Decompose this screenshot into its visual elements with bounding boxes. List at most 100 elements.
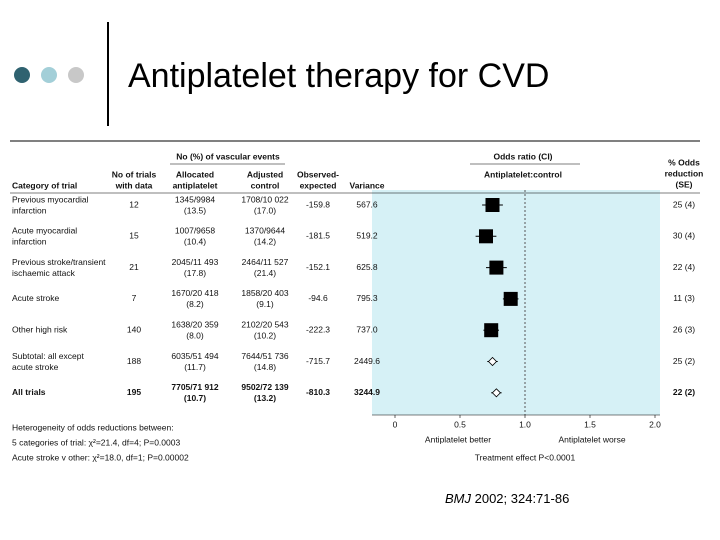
table-cell: -181.5 bbox=[306, 231, 330, 241]
table-cell: 2449.6 bbox=[354, 356, 380, 366]
or-header: Odds ratio (CI) bbox=[493, 151, 552, 161]
table-cell: Previous stroke/transient bbox=[12, 257, 106, 267]
table-cell: (8.0) bbox=[186, 330, 204, 340]
column-header: Category of trial bbox=[12, 180, 77, 190]
table-cell: 12 bbox=[129, 199, 139, 209]
axis-label: Antiplatelet worse bbox=[558, 434, 625, 444]
citation: BMJ 2002; 324:71-86 bbox=[445, 491, 569, 506]
bullet bbox=[41, 67, 57, 83]
table-cell: Previous myocardial bbox=[12, 194, 89, 204]
table-cell: 1007/9658 bbox=[175, 226, 215, 236]
table-cell: 3244.9 bbox=[354, 387, 380, 397]
column-header: antiplatelet bbox=[173, 180, 218, 190]
table-cell: 195 bbox=[127, 387, 141, 397]
table-cell: -715.7 bbox=[306, 356, 330, 366]
table-cell: infarction bbox=[12, 237, 47, 247]
table-cell: 188 bbox=[127, 356, 141, 366]
estimate-box bbox=[489, 260, 504, 275]
table-cell: 140 bbox=[127, 324, 141, 334]
table-cell: -94.6 bbox=[308, 293, 328, 303]
table-cell: 26 (3) bbox=[673, 324, 695, 334]
table-cell: 519.2 bbox=[356, 231, 378, 241]
table-cell: 25 (2) bbox=[673, 356, 695, 366]
estimate-box bbox=[484, 323, 499, 338]
column-header: Adjusted bbox=[247, 169, 283, 179]
table-cell: (14.8) bbox=[254, 362, 276, 372]
x-tick-label: 0 bbox=[393, 419, 398, 429]
column-header: No of trials bbox=[112, 169, 157, 179]
slide-title: Antiplatelet therapy for CVD bbox=[128, 57, 549, 95]
table-cell: ischaemic attack bbox=[12, 268, 76, 278]
table-cell: (13.5) bbox=[184, 205, 206, 215]
column-header: reduction bbox=[665, 168, 704, 178]
table-cell: (10.7) bbox=[184, 393, 206, 403]
footnote: Acute stroke v other: χ²=18.0, df=1; P=0… bbox=[12, 452, 189, 462]
table-cell: 11 (3) bbox=[673, 293, 695, 303]
citation-rest: 2002; 324:71-86 bbox=[471, 491, 569, 506]
table-cell: 30 (4) bbox=[673, 231, 695, 241]
table-cell: (13.2) bbox=[254, 393, 276, 403]
estimate-box bbox=[479, 229, 493, 244]
column-header: (SE) bbox=[676, 179, 693, 189]
table-cell: Other high risk bbox=[12, 324, 68, 334]
x-tick-label: 2.0 bbox=[649, 419, 661, 429]
table-cell: (8.2) bbox=[186, 299, 204, 309]
table-cell: -159.8 bbox=[306, 199, 330, 209]
table-cell: 2464/11 527 bbox=[242, 257, 289, 267]
table-cell: (11.7) bbox=[184, 362, 206, 372]
table-cell: 21 bbox=[129, 262, 139, 272]
estimate-box bbox=[485, 198, 500, 212]
column-header: expected bbox=[300, 180, 337, 190]
table-cell: 737.0 bbox=[356, 324, 378, 334]
table-cell: 795.3 bbox=[356, 293, 378, 303]
table-cell: (17.8) bbox=[184, 268, 206, 278]
table-cell: acute stroke bbox=[12, 362, 59, 372]
table-cell: 1638/20 359 bbox=[171, 319, 219, 329]
table-cell: 7 bbox=[132, 293, 137, 303]
table-cell: (14.2) bbox=[254, 237, 276, 247]
column-header: Allocated bbox=[176, 169, 214, 179]
table-cell: -222.3 bbox=[306, 324, 330, 334]
axis-label: Antiplatelet better bbox=[425, 434, 491, 444]
estimate-box bbox=[503, 291, 518, 306]
table-cell: Acute stroke bbox=[12, 293, 60, 303]
table-cell: Acute myocardial bbox=[12, 226, 77, 236]
estimate-diamond bbox=[491, 388, 501, 398]
table-cell: 15 bbox=[129, 231, 139, 241]
bullet bbox=[68, 67, 84, 83]
forest-plot: No (%) of vascular events Odds ratio (CI)… bbox=[10, 151, 703, 462]
citation-journal: BMJ bbox=[445, 491, 472, 506]
table-cell: (21.4) bbox=[254, 268, 276, 278]
column-header: with data bbox=[115, 180, 153, 190]
column-header: % Odds bbox=[668, 157, 700, 167]
table-cell: 22 (4) bbox=[673, 262, 695, 272]
table-cell: (17.0) bbox=[254, 205, 276, 215]
table-cell: infarction bbox=[12, 205, 47, 215]
table-cell: -810.3 bbox=[306, 387, 330, 397]
table-cell: 1345/9984 bbox=[175, 194, 215, 204]
table-cell: 2102/20 543 bbox=[241, 319, 289, 329]
table-cell: 22 (2) bbox=[673, 387, 695, 397]
table-cell: 1670/20 418 bbox=[171, 288, 219, 298]
table-cell: 2045/11 493 bbox=[172, 257, 219, 267]
table-cell: (10.4) bbox=[184, 237, 206, 247]
estimate-diamond bbox=[487, 356, 498, 367]
table-cell: 567.6 bbox=[356, 199, 378, 209]
table-cell: 625.8 bbox=[356, 262, 378, 272]
table-cell: (10.2) bbox=[254, 330, 276, 340]
table-cell: -152.1 bbox=[306, 262, 330, 272]
table-cell: 1370/9644 bbox=[245, 226, 285, 236]
table-cell: 6035/51 494 bbox=[171, 351, 219, 361]
column-header: Variance bbox=[350, 180, 385, 190]
group-header: No (%) of vascular events bbox=[176, 151, 280, 161]
axis-title: Treatment effect P<0.0001 bbox=[475, 452, 576, 462]
table-cell: 7705/71 912 bbox=[171, 382, 219, 392]
x-tick-label: 1.0 bbox=[519, 419, 531, 429]
x-tick-label: 1.5 bbox=[584, 419, 596, 429]
table-cell: 25 (4) bbox=[673, 199, 695, 209]
footnote: 5 categories of trial: χ²=21.4, df=4; P=… bbox=[12, 437, 180, 447]
table-cell: All trials bbox=[12, 387, 46, 397]
or-subheader: Antiplatelet:control bbox=[484, 169, 562, 179]
x-tick-label: 0.5 bbox=[454, 419, 466, 429]
